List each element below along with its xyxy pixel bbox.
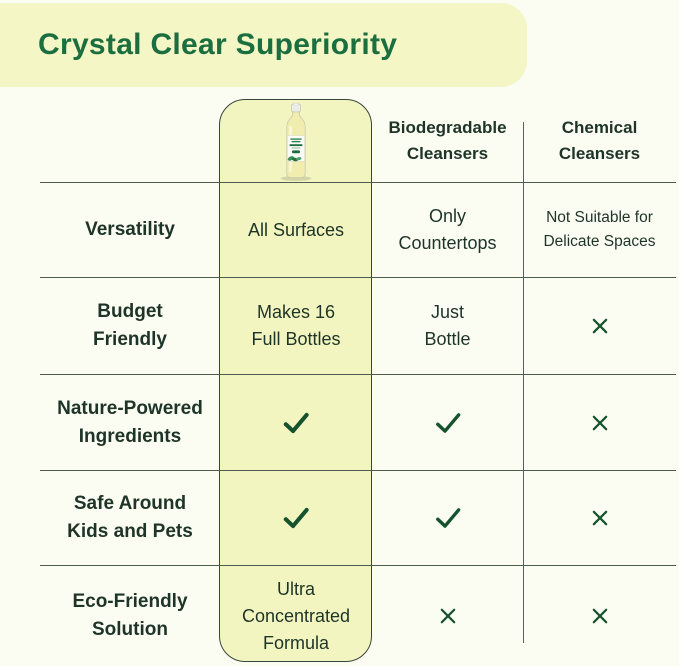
cross-icon: [587, 313, 613, 339]
cell-budget-chemical: [523, 278, 676, 374]
cell-nature-product: [220, 375, 372, 470]
cell-nature-biodegradable: [372, 375, 523, 470]
cross-icon: [587, 603, 613, 629]
product-column-highlight: [219, 99, 372, 662]
table-row-nature-powered: Nature-Powered Ingredients: [40, 375, 676, 471]
cell-versatility-biodegradable: Only Countertops: [398, 206, 497, 253]
table-row-versatility: Versatility All Surfaces Only Countertop…: [40, 183, 676, 278]
cell-versatility-product: All Surfaces: [247, 219, 345, 240]
check-icon: [431, 501, 465, 535]
row-label-budget-friendly: Budget Friendly: [93, 301, 167, 350]
table-row-eco-friendly: Eco-Friendly Solution Ultra Concentrated…: [40, 566, 676, 666]
dish-soap-bottle-image: [280, 103, 312, 181]
cross-icon: [587, 410, 613, 436]
cell-safe-chemical: [523, 471, 676, 565]
table-header-row: Biodegradable Cleansers Chemical Cleanse…: [40, 100, 676, 183]
header-empty-cell: [40, 100, 220, 182]
cell-safe-biodegradable: [372, 471, 523, 565]
cross-icon: [435, 603, 461, 629]
cell-eco-biodegradable: [372, 566, 523, 666]
row-label-versatility: Versatility: [85, 219, 175, 241]
column-header-product: [220, 100, 372, 182]
check-icon: [279, 501, 313, 535]
table-row-safe-around: Safe Around Kids and Pets: [40, 471, 676, 566]
cell-budget-product: Makes 16 Full Bottles: [251, 302, 341, 349]
column-header-biodegradable: Biodegradable Cleansers: [388, 117, 507, 163]
row-label-nature-powered: Nature-Powered Ingredients: [57, 397, 203, 447]
cell-eco-chemical: [523, 566, 676, 666]
cross-icon: [587, 505, 613, 531]
cell-eco-product: Ultra Concentrated Formula: [241, 578, 351, 653]
comparison-table: Biodegradable Cleansers Chemical Cleanse…: [40, 100, 676, 666]
column-header-chemical: Chemical Cleansers: [558, 117, 641, 163]
table-row-budget-friendly: Budget Friendly Makes 16 Full Bottles Ju…: [40, 278, 676, 375]
cell-budget-biodegradable: Just Bottle: [424, 302, 471, 349]
row-label-safe-around: Safe Around Kids and Pets: [67, 493, 193, 542]
cell-versatility-chemical: Not Suitable for Delicate Spaces: [543, 208, 656, 250]
row-label-eco-friendly: Eco-Friendly Solution: [72, 591, 188, 640]
check-icon: [279, 406, 313, 440]
cell-safe-product: [220, 471, 372, 565]
check-icon: [431, 406, 465, 440]
column-divider-line: [522, 122, 524, 643]
title-banner: Crystal Clear Superiority: [0, 3, 527, 87]
page-title: Crystal Clear Superiority: [38, 28, 398, 61]
cell-nature-chemical: [523, 375, 676, 470]
